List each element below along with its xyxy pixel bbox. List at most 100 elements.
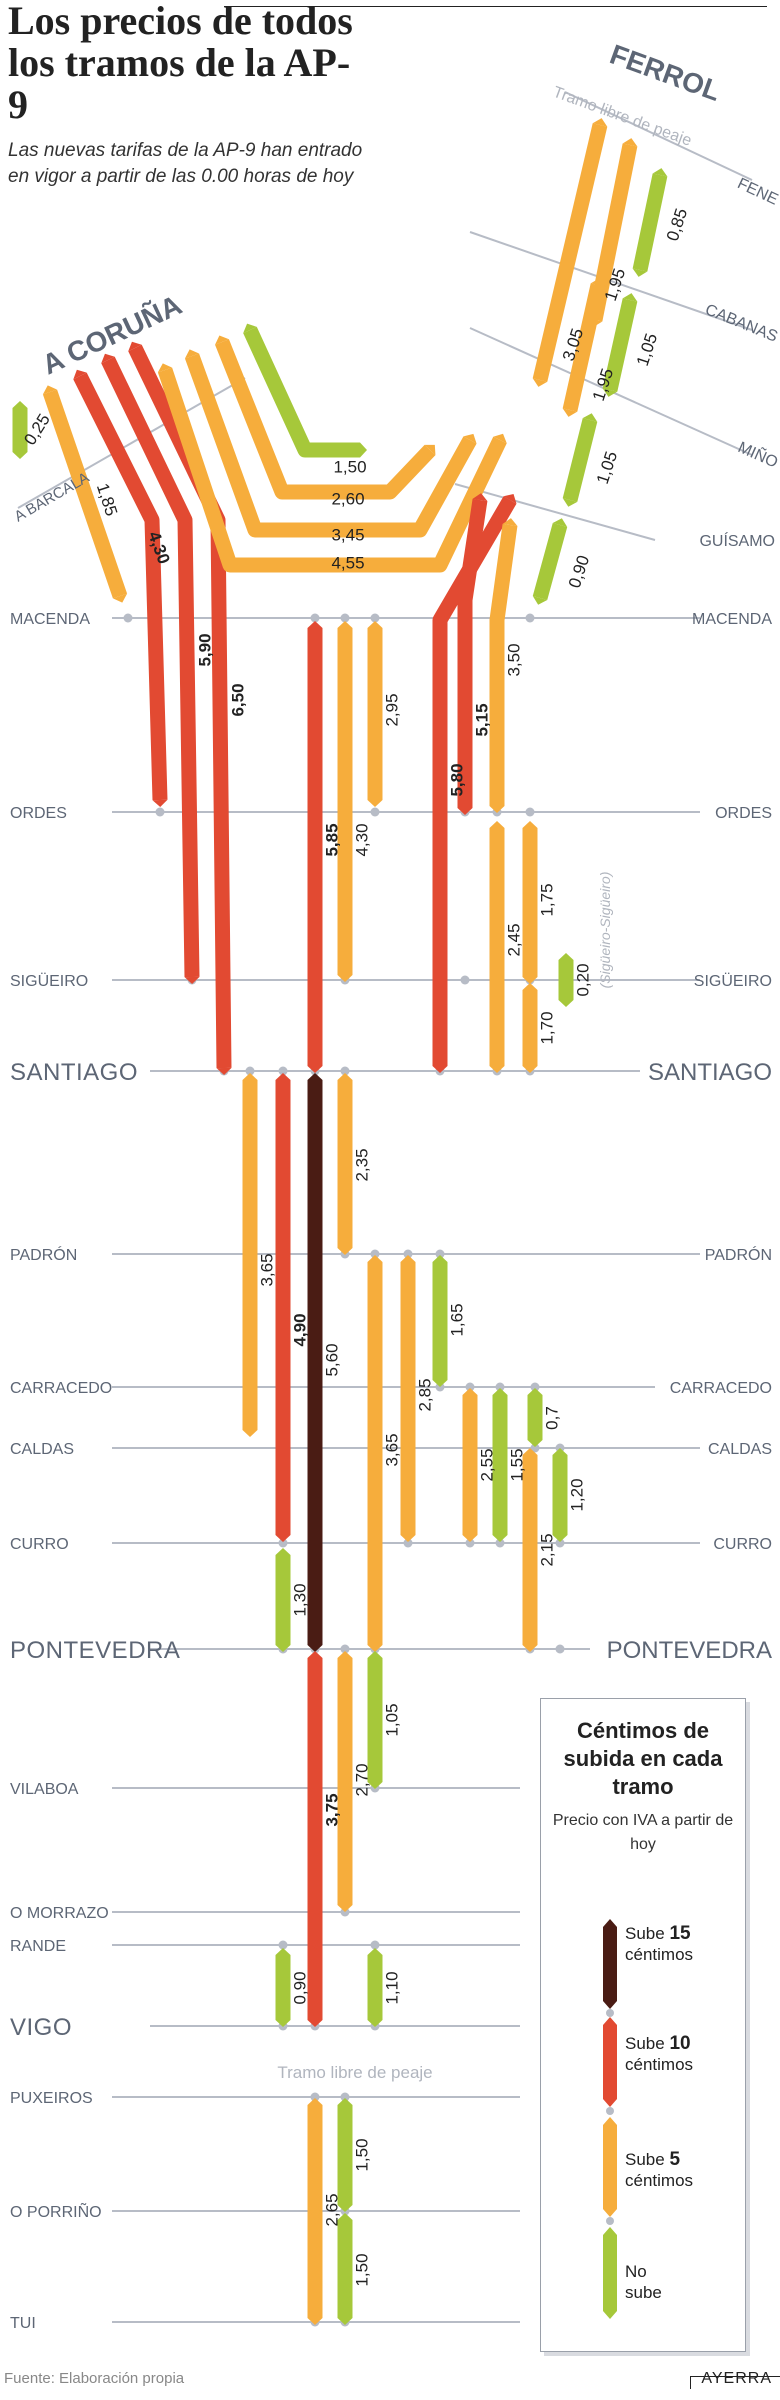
price-label: 1,20 bbox=[567, 1478, 586, 1511]
route-arrow-tip bbox=[367, 800, 383, 807]
junction-dot bbox=[403, 1538, 413, 1548]
route-arrow-tip bbox=[400, 1255, 416, 1262]
route-arrow-tip bbox=[489, 806, 505, 813]
route-arrow-tip bbox=[367, 1645, 383, 1652]
station-label-santiago: SANTIAGO bbox=[10, 1059, 138, 1086]
route-arrow-tip bbox=[215, 335, 229, 345]
station-label-o_porrino: O PORRIÑO bbox=[10, 2201, 102, 2221]
price-label: 2,95 bbox=[382, 693, 401, 726]
branch-line-guisamo bbox=[454, 483, 656, 541]
route-arrow-tip bbox=[243, 323, 257, 334]
branch-line-fene bbox=[564, 91, 753, 181]
route-arrow-tip bbox=[275, 1535, 291, 1542]
station-label-sigueiro: SIGÜEIRO bbox=[10, 972, 88, 990]
route-arrow-tip bbox=[457, 808, 473, 815]
route-arrow-tip bbox=[152, 799, 168, 807]
route-arrow-tip bbox=[489, 1066, 505, 1073]
route-arrow bbox=[489, 523, 518, 806]
station-label-puxeiros: PUXEIROS bbox=[10, 2090, 93, 2107]
station-label-o_morrazo: O MORRAZO bbox=[10, 1905, 109, 1922]
junction-dot bbox=[370, 807, 380, 817]
route-arrow-tip bbox=[367, 1255, 383, 1262]
source-note: Fuente: Elaboración propia bbox=[4, 2370, 185, 2387]
junction-dot bbox=[465, 1382, 475, 1392]
price-label: 0,20 bbox=[573, 963, 592, 996]
price-label: 3,65 bbox=[257, 1253, 276, 1286]
route-arrow bbox=[432, 496, 517, 1066]
price-label: 1,55 bbox=[507, 1448, 526, 1481]
price-label: 1,50 bbox=[333, 457, 366, 476]
route-arrow-tip bbox=[367, 1651, 383, 1658]
route-arrow-tip bbox=[216, 1067, 232, 1075]
junction-dot bbox=[495, 1538, 505, 1548]
route-arrow-tip bbox=[12, 452, 28, 459]
junction-dot bbox=[370, 1249, 380, 1259]
route-arrow-tip bbox=[307, 2020, 323, 2027]
station-label-right-padron: PADRÓN bbox=[705, 1245, 772, 1264]
junction-dot bbox=[278, 1940, 288, 1950]
legend-swatches bbox=[603, 1919, 617, 2319]
route-arrow-tip bbox=[307, 621, 323, 628]
price-label: 2,70 bbox=[352, 1763, 371, 1796]
junction-dot bbox=[465, 1538, 475, 1548]
route-arrow bbox=[532, 123, 608, 382]
junction-dot bbox=[555, 1538, 565, 1548]
legend-pre: No bbox=[625, 2262, 647, 2281]
station-lines bbox=[17, 91, 753, 2327]
route-arrow-tip bbox=[337, 1248, 353, 1255]
price-label: 2,65 bbox=[322, 2193, 341, 2226]
legend-title: Céntimos de subida en cada tramo bbox=[563, 1718, 723, 1799]
route-arrow-tip bbox=[337, 2098, 353, 2105]
station-label-rande: RANDE bbox=[10, 1938, 66, 1955]
legend-item-sube15: Sube 15 céntimos bbox=[625, 1923, 693, 1965]
station-label-carracedo: CARRACEDO bbox=[10, 1380, 112, 1397]
station-label-padron: PADRÓN bbox=[10, 1245, 77, 1264]
legend-post: sube bbox=[625, 2283, 662, 2302]
price-label: 2,85 bbox=[415, 1378, 434, 1411]
station-label-right-ordes: ORDES bbox=[715, 805, 772, 822]
route-arrow-tip bbox=[307, 2318, 323, 2325]
station-label-right-carracedo: CARRACEDO bbox=[670, 1380, 772, 1397]
price-label: 3,50 bbox=[504, 643, 523, 676]
route-arrow-tip bbox=[492, 1535, 508, 1542]
route-arrow-tip bbox=[242, 1073, 258, 1080]
price-label: 4,30 bbox=[352, 823, 371, 856]
legend-post: céntimos bbox=[625, 1945, 694, 1964]
price-label: 0,7 bbox=[542, 1406, 561, 1430]
station-label-macenda: MACENDA bbox=[10, 611, 90, 628]
route-arrow-tip bbox=[592, 118, 608, 127]
price-label: 1,75 bbox=[537, 883, 556, 916]
route-arrow-tip bbox=[522, 821, 538, 828]
legend-swatch bbox=[603, 2227, 617, 2319]
junction-dot bbox=[278, 1066, 288, 1076]
sigueiro-note-label: (Sigüeiro-Sigüeiro) bbox=[597, 872, 613, 989]
junction-dot bbox=[525, 613, 535, 623]
legend-post: céntimos bbox=[625, 2055, 694, 2074]
junction-dot bbox=[340, 1066, 350, 1076]
station-label-right-santiago: SANTIAGO bbox=[648, 1059, 772, 1086]
route-arrow-tip bbox=[307, 1645, 323, 1652]
station-label-vigo: VIGO bbox=[10, 2014, 72, 2041]
route-arrow-tip bbox=[275, 2020, 291, 2027]
legend-pre: Sube bbox=[625, 2034, 665, 2053]
route-arrow-tip bbox=[493, 433, 507, 444]
junction-dot bbox=[340, 1644, 350, 1654]
route-arrow-tip bbox=[562, 498, 578, 507]
route-arrow bbox=[215, 339, 436, 500]
branch-label-ferrol: FERROL bbox=[606, 39, 725, 108]
junction-dot bbox=[403, 1249, 413, 1259]
price-label: 4,55 bbox=[331, 553, 364, 572]
route-arrow bbox=[101, 356, 200, 978]
route-arrow-tip bbox=[522, 1448, 538, 1455]
price-label: 2,60 bbox=[331, 489, 364, 508]
legend-item-nosube: No sube bbox=[625, 2261, 662, 2303]
station-label-right-caldas: CALDAS bbox=[708, 1441, 772, 1458]
route-arrow bbox=[602, 298, 638, 392]
price-label: 5,80 bbox=[447, 763, 466, 796]
route-arrow-tip bbox=[12, 401, 28, 408]
price-label: 1,05 bbox=[382, 1703, 401, 1736]
branch-line-cabanas bbox=[469, 231, 753, 331]
route-arrow-tip bbox=[337, 621, 353, 628]
price-label: 4,90 bbox=[290, 1313, 309, 1346]
route-arrow-tip bbox=[492, 1388, 508, 1395]
